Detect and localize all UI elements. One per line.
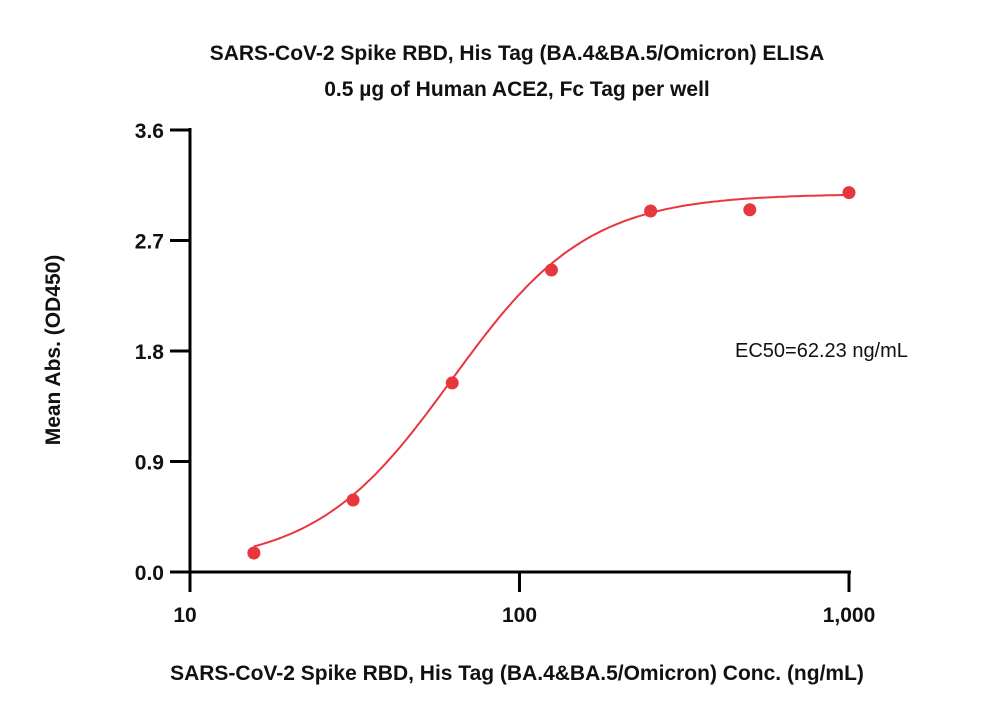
x-tick-label: 1,000 [823,604,876,627]
y-tick-label: 0.9 [135,452,164,475]
data-point [445,376,459,390]
ec50-annotation: EC50=62.23 ng/mL [735,340,908,362]
data-point [842,186,856,200]
data-point [544,263,558,277]
fit-curve [253,193,850,548]
y-tick-label: 1.8 [135,341,165,364]
x-axis-label: SARS-CoV-2 Spike RBD, His Tag (BA.4&BA.5… [170,662,864,685]
data-point [743,203,757,217]
data-points [247,186,856,560]
x-tick-label: 100 [502,604,537,627]
data-point [644,204,658,218]
y-tick-label: 2.7 [135,231,164,254]
axes: 0.0 0.9 1.8 2.7 3.6 10 100 1,000 [135,120,875,627]
data-point [247,546,261,560]
x-tick-label: 10 [173,604,196,627]
y-axis-label: Mean Abs. (OD450) [42,255,65,446]
chart-subtitle: 0.5 µg of Human ACE2, Fc Tag per well [324,78,710,101]
chart-title: SARS-CoV-2 Spike RBD, His Tag (BA.4&BA.5… [210,42,825,65]
y-tick-label: 0.0 [135,562,164,585]
data-point [346,493,360,507]
y-tick-label: 3.6 [135,120,164,143]
